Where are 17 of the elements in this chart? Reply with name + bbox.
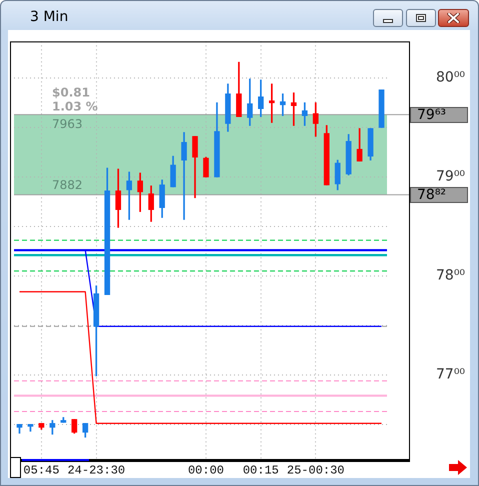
- x-tick-label: 00:15: [242, 463, 279, 478]
- annotation: 7882: [52, 178, 83, 192]
- annotation: 1.03 %: [52, 100, 98, 114]
- candlestick: [181, 132, 187, 220]
- ref-line-label: 79⁶³: [417, 107, 446, 124]
- y-tick-label: 80⁰⁰: [436, 70, 466, 86]
- x-tick-label: 24-23:30: [67, 463, 126, 478]
- y-tick-label: 79⁰⁰: [436, 168, 466, 185]
- annotation: $0.81: [52, 86, 90, 100]
- ref-line-label: 78⁸²: [417, 187, 446, 204]
- y-tick-label: 78⁰⁰: [436, 268, 466, 284]
- x-tick-label: 05:45: [23, 463, 60, 478]
- chart-title: 3 Min: [30, 8, 68, 26]
- x-tick-label: 00:00: [188, 463, 224, 478]
- x-tick-label: 25-00:30: [286, 463, 344, 478]
- y-tick-label: 77⁰⁰: [436, 366, 466, 383]
- annotation: 7963: [52, 116, 83, 131]
